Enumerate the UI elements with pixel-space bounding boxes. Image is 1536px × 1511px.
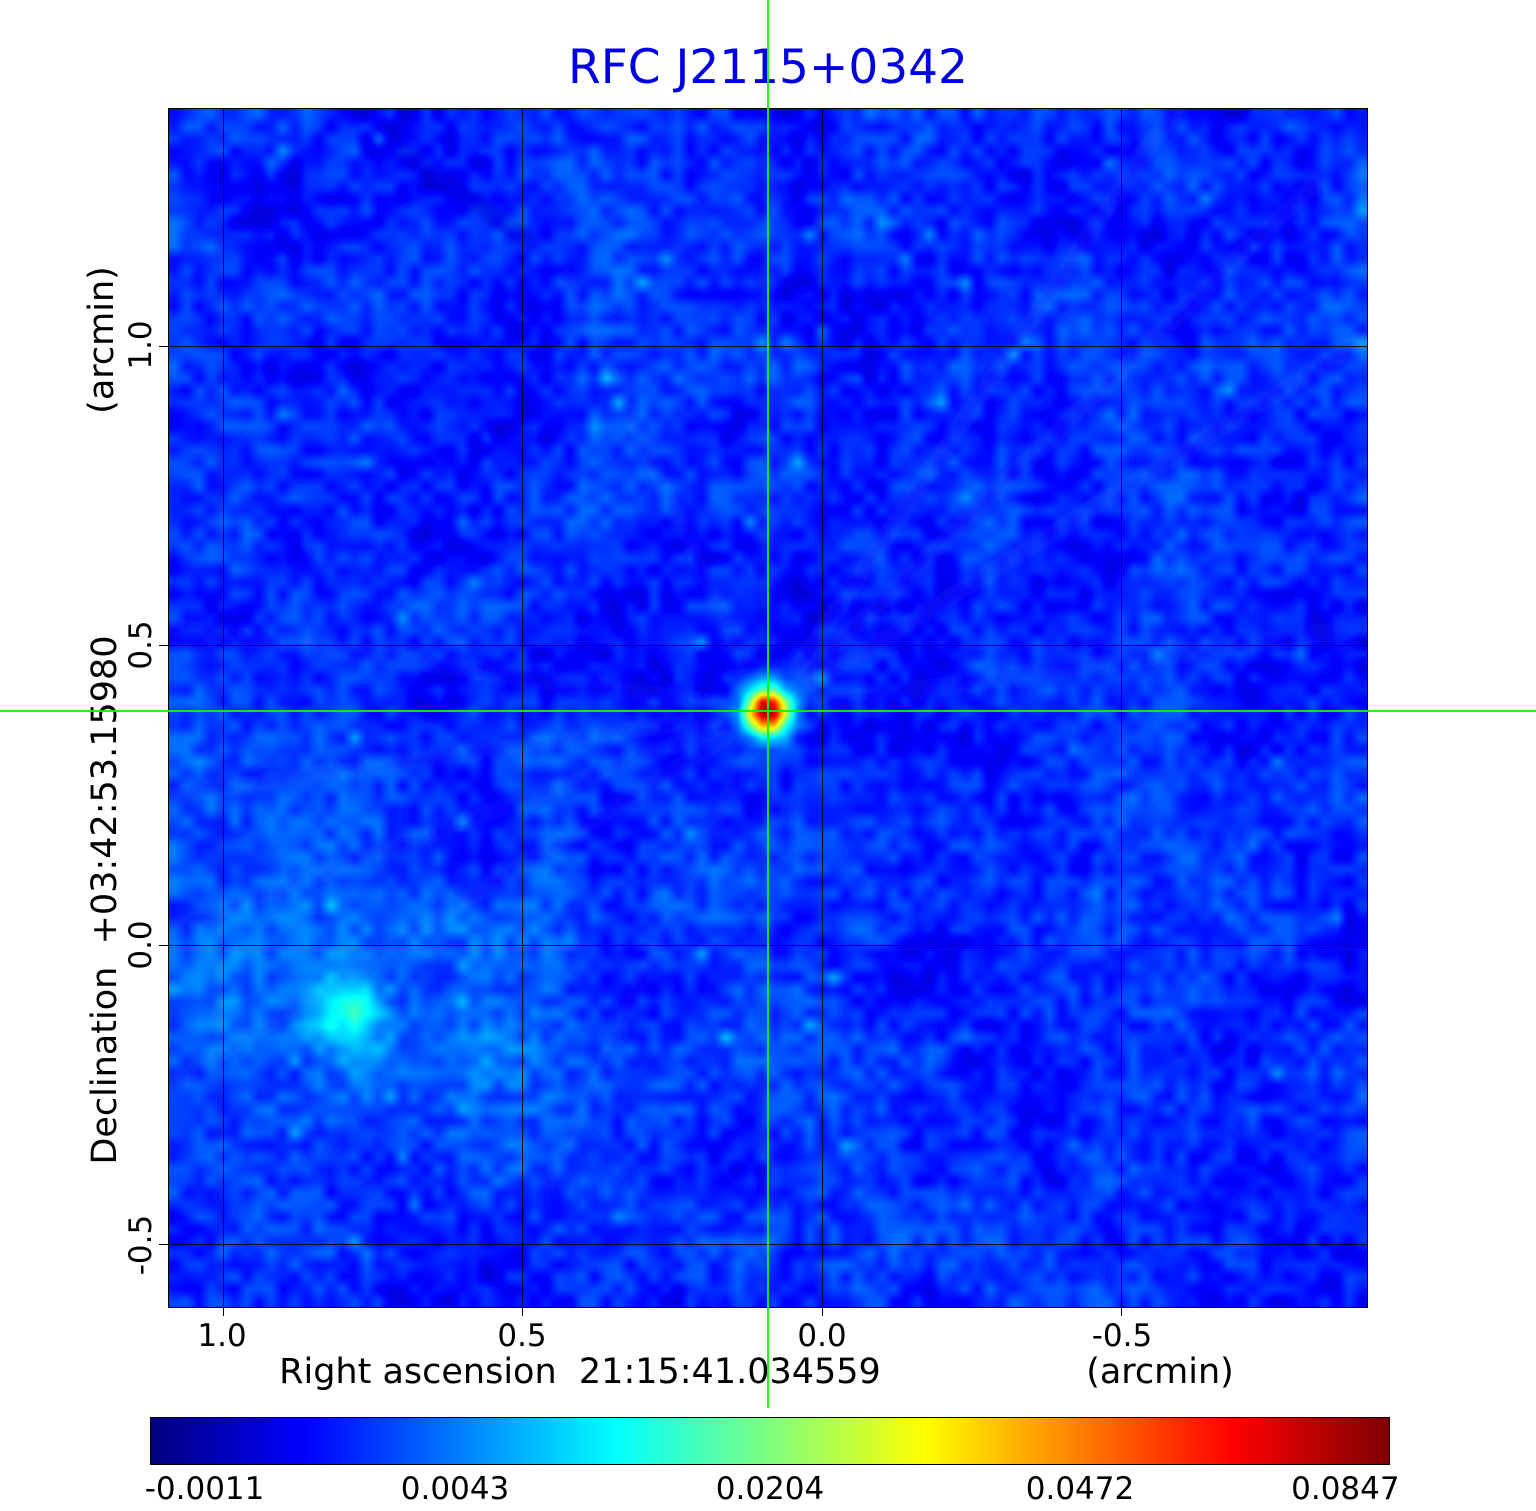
crosshair-horizontal-line [0,710,1536,712]
figure-title: RFC J2115+0342 [568,40,968,95]
y-tick-mark [159,944,168,946]
x-tick-mark [222,1307,224,1316]
x-tick-mark [821,1307,823,1316]
x-tick-label: 0.5 [497,1318,547,1354]
x-tick-mark [1121,1307,1123,1316]
colorbar-tick-label: -0.0011 [144,1471,265,1507]
x-tick-mark [522,1307,524,1316]
x-tick-label: 1.0 [197,1318,247,1354]
x-tick-label: -0.5 [1091,1318,1153,1354]
y-tick-label: 0.0 [123,920,159,970]
y-tick-label: -0.5 [123,1214,159,1276]
colorbar-canvas [151,1418,1389,1464]
y-axis-label: Declination +03:42:53.15980 [85,635,125,1165]
y-tick-label: 1.0 [123,320,159,370]
colorbar-tick-label: 0.0043 [400,1471,510,1507]
colorbar-tick-label: 0.0472 [1025,1471,1135,1507]
y-axis-unit-label: (arcmin) [82,266,122,414]
x-tick-labels: 1.0 0.5 0.0 -0.5 [168,1318,1368,1354]
x-axis-unit-label: (arcmin) [1086,1352,1234,1392]
colorbar-tick-label: 0.0847 [1291,1471,1400,1507]
colorbar [150,1417,1390,1465]
y-tick-mark [159,645,168,647]
colorbar-tick-label: 0.0204 [715,1471,825,1507]
colorbar-tick-labels: -0.0011 0.0043 0.0204 0.0472 0.0847 [145,1471,1400,1507]
y-tick-mark [159,1244,168,1246]
y-tick-mark [159,345,168,347]
crosshair-vertical-line [767,0,769,1408]
x-axis-label: Right ascension 21:15:41.034559 [279,1352,881,1392]
x-tick-label: 0.0 [797,1318,847,1354]
y-tick-label: 0.5 [123,620,159,670]
